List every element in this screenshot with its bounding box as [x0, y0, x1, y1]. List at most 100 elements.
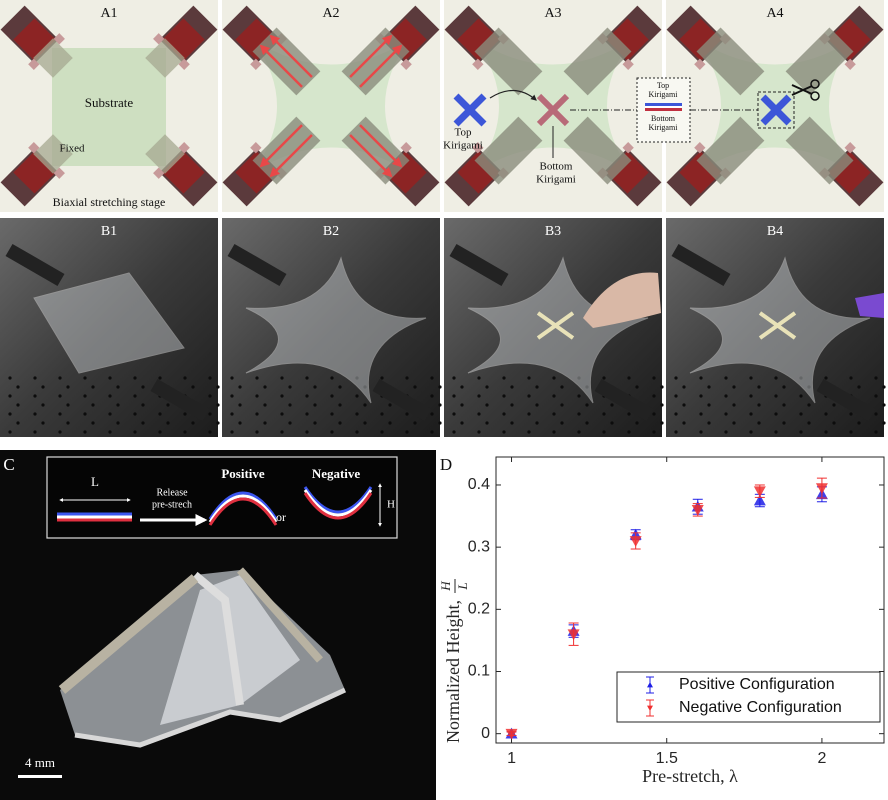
arm	[563, 116, 632, 185]
sample-ridge	[58, 574, 199, 694]
label: or	[276, 510, 286, 524]
label: 2	[817, 750, 826, 767]
table-hole	[874, 430, 878, 434]
arm	[696, 116, 765, 185]
table-hole	[8, 376, 12, 380]
film	[467, 256, 649, 404]
table-hole	[133, 394, 137, 398]
table-hole	[652, 376, 656, 380]
table-hole	[83, 430, 87, 434]
stretch-arrow	[349, 134, 393, 178]
table-hole	[652, 430, 656, 434]
clamp-tab	[250, 142, 262, 154]
table-hole	[83, 376, 87, 380]
arm	[563, 27, 632, 96]
table-hole	[191, 421, 195, 425]
arm	[341, 27, 410, 96]
label: C	[3, 455, 14, 474]
table-hole	[58, 430, 62, 434]
film	[245, 256, 427, 404]
table-hole	[682, 385, 686, 389]
table-hole	[263, 385, 267, 389]
marker	[567, 629, 580, 641]
table-hole	[774, 412, 778, 416]
label: Kirigami	[649, 90, 679, 99]
table-hole	[807, 403, 811, 407]
table-hole	[707, 421, 711, 425]
table-hole	[305, 430, 309, 434]
label: pre-strech	[152, 499, 192, 510]
label: 0	[481, 725, 490, 742]
table-hole	[552, 430, 556, 434]
table-hole	[552, 376, 556, 380]
table-hole	[166, 421, 170, 425]
label: Positive	[221, 466, 265, 481]
table-hole	[699, 430, 703, 434]
marker	[753, 486, 766, 498]
table-hole	[832, 421, 836, 425]
kirigami-x	[760, 94, 792, 126]
label: Release	[156, 487, 188, 498]
label: Top	[657, 81, 669, 90]
table-hole	[405, 376, 409, 380]
table-hole	[724, 394, 728, 398]
table-hole	[41, 403, 45, 407]
table-hole	[874, 394, 878, 398]
stretch-arrow	[269, 134, 313, 178]
table-hole	[355, 394, 359, 398]
table-hole	[460, 421, 464, 425]
table-hole	[263, 421, 267, 425]
table-hole	[355, 430, 359, 434]
clamp-tab	[472, 142, 484, 154]
transfer-arrow	[489, 89, 537, 101]
table-hole	[208, 430, 212, 434]
table-hole	[330, 430, 334, 434]
label: Negative	[312, 466, 361, 481]
table-hole	[682, 403, 686, 407]
y-label-den: L	[455, 582, 470, 590]
table-hole	[502, 412, 506, 416]
kirigami-x	[453, 93, 487, 127]
table-hole	[552, 412, 556, 416]
marker	[753, 494, 766, 506]
table-hole	[380, 430, 384, 434]
arm	[785, 27, 854, 96]
table-hole	[774, 430, 778, 434]
table-hole	[732, 403, 736, 407]
table-hole	[16, 403, 20, 407]
rail	[816, 378, 876, 422]
fixed-pad	[145, 38, 185, 78]
table-hole	[882, 385, 886, 389]
table-hole	[166, 403, 170, 407]
table-hole	[230, 412, 234, 416]
arm	[696, 27, 765, 96]
table-hole	[857, 385, 861, 389]
marker	[815, 483, 828, 495]
table-hole	[502, 394, 506, 398]
table-hole	[485, 403, 489, 407]
table-hole	[652, 412, 656, 416]
table-hole	[183, 412, 187, 416]
table-hole	[280, 412, 284, 416]
table-hole	[330, 376, 334, 380]
rail	[150, 378, 210, 422]
table-hole	[807, 421, 811, 425]
table-hole	[238, 403, 242, 407]
table-hole	[363, 421, 367, 425]
table-hole	[882, 403, 886, 407]
strip	[536, 311, 575, 340]
table-hole	[141, 403, 145, 407]
table-hole	[560, 403, 564, 407]
table-hole	[452, 412, 456, 416]
stretch-arrow	[359, 124, 403, 168]
label: 4 mm	[25, 755, 55, 770]
table-hole	[405, 430, 409, 434]
label: Bottom	[539, 161, 572, 173]
y-label-num: H	[438, 581, 453, 592]
clamp-tab	[694, 142, 706, 154]
table-hole	[430, 412, 434, 416]
hand	[583, 272, 661, 328]
sample-face	[74, 687, 347, 748]
table-hole	[108, 430, 112, 434]
label: A4	[766, 6, 783, 21]
